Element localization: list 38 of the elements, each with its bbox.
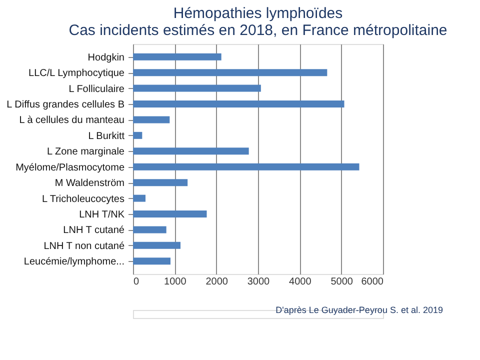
- y-tick-label: LLC/L Lymphocytique: [28, 68, 125, 80]
- bar: [133, 258, 170, 265]
- bar: [133, 84, 261, 92]
- bar: [133, 100, 344, 108]
- x-tick-label: 1000: [164, 276, 187, 288]
- text: D'après Le Guyader-Peyrou S. et al. 2019: [276, 305, 443, 315]
- bar: [133, 69, 328, 76]
- y-tick-label: L à cellules du manteau: [19, 115, 124, 126]
- text: Hémopathies lymphoïdes: [173, 5, 343, 22]
- bar: [133, 132, 142, 139]
- y-tick-label: M Waldenström: [54, 178, 124, 190]
- y-tick-label: Leucémie/lymphome...: [24, 256, 124, 268]
- bar: [133, 194, 146, 202]
- y-tick-label: Hodgkin: [88, 52, 124, 64]
- x-tick-label: 6000: [361, 276, 384, 288]
- y-tick-label: Myélome/Plasmocytome: [16, 162, 125, 174]
- x-tick-label: 2000: [206, 276, 228, 288]
- x-tick-label: 3000: [247, 276, 270, 288]
- bar: [133, 242, 180, 249]
- x-tick-label: 0: [134, 276, 140, 288]
- bar: [133, 226, 166, 234]
- bar: [133, 179, 188, 186]
- y-tick-label: LNH T/NK: [79, 210, 125, 220]
- bar: [133, 116, 170, 124]
- x-tick-label: 4000: [289, 276, 312, 288]
- bar: [133, 53, 222, 60]
- y-tick-label: LNH T non cutané: [44, 240, 125, 252]
- bar: [133, 210, 207, 218]
- y-tick-label: L Diffus grandes cellules B: [6, 100, 125, 110]
- text: Cas incidents estimés en 2018, en France métropolitaine: [68, 22, 448, 39]
- bar: [133, 163, 360, 170]
- y-tick-label: L Folliculaire: [68, 84, 125, 95]
- x-tick-label: 5000: [330, 276, 354, 288]
- y-tick-label: L Tricholeucocytes: [42, 194, 124, 205]
- y-tick-label: L Burkitt: [88, 130, 125, 142]
- y-tick-label: LNH T cutané: [63, 225, 125, 236]
- y-tick-label: L Zone marginale: [47, 146, 125, 158]
- bar: [133, 148, 249, 155]
